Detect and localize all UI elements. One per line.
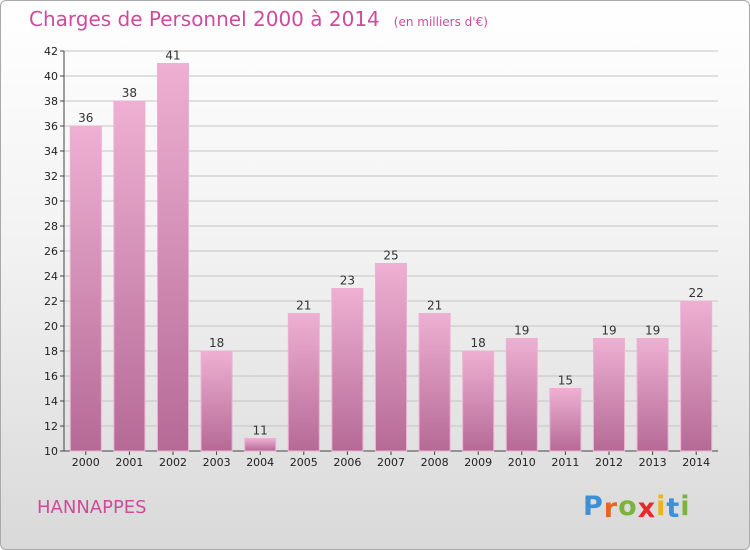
- y-tick-label: 28: [44, 220, 58, 233]
- logo-letter: t: [666, 493, 681, 524]
- bar-2013: [636, 338, 669, 452]
- logo-letter: o: [618, 491, 638, 522]
- bar-2005: [287, 313, 320, 452]
- y-tick-label: 42: [44, 45, 58, 58]
- y-tick-label: 32: [44, 170, 58, 183]
- y-tick-label: 36: [44, 120, 58, 133]
- data-label: 21: [427, 299, 442, 313]
- bar-2000: [69, 125, 102, 452]
- labels: 10 12 14 16 18 20 22 24 26 28 30 32 34 36 38 40 42 36 2000…: [44, 45, 710, 469]
- data-label: 19: [601, 324, 616, 338]
- data-label: 15: [558, 374, 573, 388]
- logo-letter: x: [637, 493, 657, 524]
- bar-2006: [331, 288, 364, 452]
- x-tick-label: 2006: [333, 456, 361, 469]
- data-label: 22: [689, 286, 704, 300]
- y-tick-label: 24: [44, 270, 58, 283]
- data-label: 11: [253, 424, 268, 438]
- data-label: 38: [122, 86, 137, 100]
- y-tick-label: 38: [44, 95, 58, 108]
- bar-2011: [549, 388, 582, 452]
- commune-name: HANNAPPES: [37, 497, 147, 518]
- y-tick-label: 26: [44, 245, 58, 258]
- x-tick-label: 2014: [682, 456, 710, 469]
- x-tick-label: 2008: [421, 456, 449, 469]
- logo-letter: P: [583, 491, 604, 522]
- bars: [69, 63, 713, 452]
- bar-2010: [505, 338, 538, 452]
- x-tick-label: 2001: [115, 456, 143, 469]
- data-label: 36: [78, 111, 93, 125]
- bar-2002: [157, 63, 189, 452]
- data-label: 21: [296, 299, 311, 313]
- bar-2007: [375, 263, 407, 452]
- y-tick-label: 22: [44, 295, 58, 308]
- logo-letter: r: [603, 493, 619, 524]
- y-tick-label: 14: [44, 395, 58, 408]
- y-tick-label: 16: [44, 370, 58, 383]
- data-label: 23: [340, 274, 355, 288]
- x-tick-label: 2000: [72, 456, 100, 469]
- data-label: 18: [471, 336, 486, 350]
- logo-letter: i: [680, 491, 691, 522]
- title-line: Charges de Personnel 2000 à 2014 (en mill…: [29, 7, 488, 31]
- x-tick-label: 2013: [639, 456, 667, 469]
- y-tick-label: 40: [44, 70, 58, 83]
- bar-2004: [244, 438, 277, 452]
- data-label: 19: [645, 324, 660, 338]
- bar-2008: [418, 313, 451, 452]
- data-label: 25: [383, 249, 398, 263]
- bar-2014: [680, 300, 713, 452]
- bar-2003: [200, 350, 233, 452]
- y-tick-label: 18: [44, 345, 58, 358]
- y-tick-label: 30: [44, 195, 58, 208]
- logo-letter: i: [656, 491, 667, 522]
- data-label: 18: [209, 336, 224, 350]
- x-tick-label: 2004: [246, 456, 274, 469]
- x-tick-label: 2007: [377, 456, 405, 469]
- x-tick-label: 2003: [203, 456, 231, 469]
- brand-logo: Proxiti: [583, 491, 691, 524]
- x-tick-label: 2011: [551, 456, 579, 469]
- y-tick-label: 10: [44, 445, 58, 458]
- y-tick-label: 12: [44, 420, 58, 433]
- x-tick-label: 2005: [290, 456, 318, 469]
- x-tick-label: 2002: [159, 456, 187, 469]
- chart-title: Charges de Personnel 2000 à 2014: [29, 7, 380, 31]
- x-tick-label: 2012: [595, 456, 623, 469]
- y-tick-label: 34: [44, 145, 58, 158]
- data-label: 41: [165, 49, 180, 63]
- bar-2001: [113, 100, 146, 452]
- y-tick-label: 20: [44, 320, 58, 333]
- chart-subtitle: (en milliers d'€): [393, 15, 488, 29]
- data-label: 19: [514, 324, 529, 338]
- x-tick-label: 2009: [464, 456, 492, 469]
- bar-2012: [593, 338, 625, 452]
- x-tick-label: 2010: [508, 456, 536, 469]
- bar-2009: [462, 350, 495, 452]
